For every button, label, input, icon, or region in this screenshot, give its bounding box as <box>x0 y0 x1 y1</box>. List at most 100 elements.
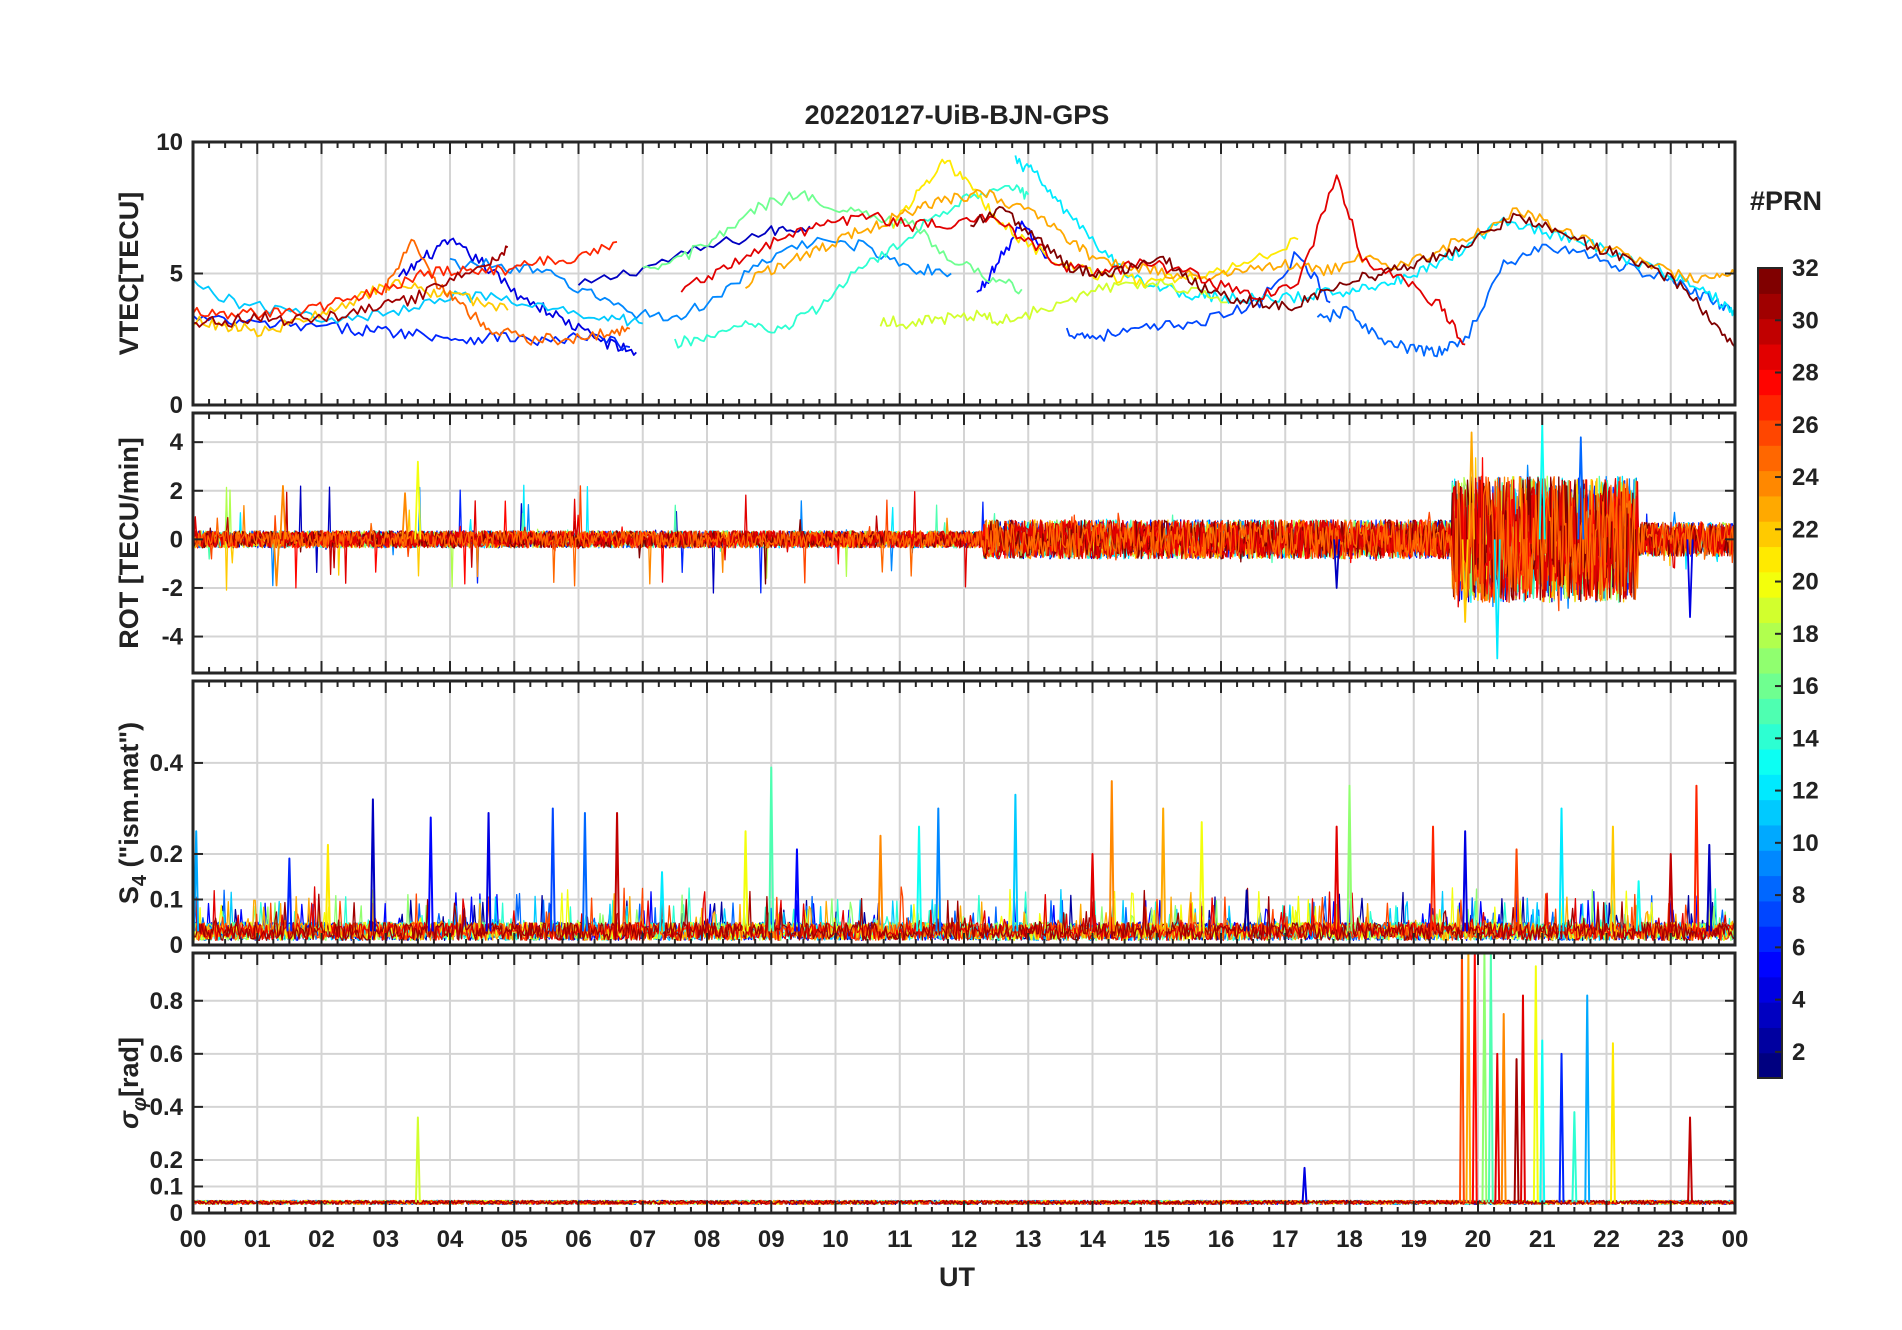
rot-peak <box>273 539 280 587</box>
sigma_phi-peak <box>1609 1042 1616 1203</box>
colorbar-swatch <box>1758 824 1782 851</box>
rot-peak <box>279 484 287 540</box>
y-tick-label: 0 <box>170 932 183 959</box>
colorbar-tick-label: 16 <box>1792 673 1819 700</box>
x-tick-label: 09 <box>758 1226 785 1253</box>
sigma_phi-peak <box>1459 953 1465 1203</box>
x-tick-label: 23 <box>1657 1226 1684 1253</box>
s4-peak <box>1609 825 1616 932</box>
y-tick-label: 0.4 <box>150 750 184 777</box>
x-axis-label: UT <box>939 1262 975 1292</box>
s4-peak <box>1667 852 1674 932</box>
y-axis-label-rest: [rad] <box>114 1037 144 1097</box>
s4-peak <box>485 812 492 932</box>
y-tick-label: 2 <box>170 478 183 505</box>
s4-peak <box>1198 821 1205 932</box>
s4-peak <box>581 812 588 932</box>
colorbar-tick-label: 4 <box>1792 987 1806 1014</box>
colorbar-swatch <box>1758 343 1782 370</box>
y-tick-label: -4 <box>162 624 184 651</box>
s4-peak <box>1333 825 1340 932</box>
panel-s4: 00.10.20.4S4 ("ism.mat") <box>114 679 1737 959</box>
s4-peak <box>193 830 200 932</box>
colorbar-swatch <box>1758 900 1782 927</box>
sigma_phi-peak <box>1558 1052 1565 1203</box>
s4-peak <box>877 834 884 932</box>
s4-peak <box>1635 880 1642 932</box>
sigma_phi-peak <box>1584 994 1591 1203</box>
y-axis-label-main: σ <box>114 1110 144 1129</box>
rot-peak <box>1577 436 1585 540</box>
vtec-series-prn-8 <box>1316 243 1735 358</box>
colorbar-swatch <box>1758 875 1782 902</box>
x-tick-label: 01 <box>244 1226 271 1253</box>
panel-sigma_phi: 00.10.2 0.4 0.6 0.8 σφ[rad] <box>114 951 1737 1227</box>
sigma_phi-peak <box>1513 1058 1520 1203</box>
colorbar-swatch <box>1758 546 1782 573</box>
s4-peak <box>369 798 376 932</box>
x-tick-label: 11 <box>887 1226 912 1253</box>
s4-peak <box>286 857 293 932</box>
rot-peak <box>1686 539 1694 619</box>
colorbar-swatch <box>1758 394 1782 421</box>
y-tick-label: 0 <box>170 526 183 553</box>
colorbar-tick-label: 12 <box>1792 778 1819 805</box>
y-tick-label: 0.8 <box>150 988 183 1015</box>
colorbar-tick-label: 18 <box>1792 621 1819 648</box>
sigma_phi-peak <box>1481 953 1488 1203</box>
sigma_phi-peak <box>1471 953 1478 1203</box>
x-tick-label: 18 <box>1336 1226 1363 1253</box>
colorbar-tick-label: 8 <box>1792 882 1805 909</box>
rot-peak <box>1538 424 1546 540</box>
s4-peak <box>1346 784 1353 932</box>
y-tick-label: 10 <box>156 129 183 156</box>
sigma_phi-peak <box>1500 1013 1507 1203</box>
sigma_phi-peak <box>1487 953 1494 1203</box>
colorbar-tick-label: 28 <box>1792 360 1819 387</box>
vtec-series-prn-19 <box>879 278 1228 330</box>
x-tick-label: 20 <box>1465 1226 1492 1253</box>
vtec-series-prn-31 <box>193 245 509 328</box>
vtec-series-prn-11 <box>193 278 644 327</box>
x-tick-label: 10 <box>822 1226 849 1253</box>
colorbar-swatch <box>1758 470 1782 497</box>
vtec-series-prn-4 <box>397 237 637 356</box>
panel-x-ticks <box>192 142 1736 405</box>
y-axis-label: S4 ("ism.mat") <box>114 722 151 904</box>
colorbar-swatch <box>1758 1052 1782 1079</box>
vtec-series-prn-32 <box>970 205 1735 348</box>
x-tick-label: 03 <box>372 1226 399 1253</box>
rot-peak <box>1493 539 1501 660</box>
panel-vtec: 0 5 10 VTEC[TECU] <box>114 129 1737 419</box>
y-tick-label: 0.2 <box>150 841 183 868</box>
x-tick-label: 07 <box>629 1226 656 1253</box>
colorbar-swatch <box>1758 698 1782 725</box>
panel-x-ticks <box>192 413 1736 673</box>
x-tick-label: 15 <box>1143 1226 1170 1253</box>
colorbar-swatch <box>1758 268 1782 294</box>
rot-peak <box>401 492 409 540</box>
sigma_phi-peak <box>1494 1052 1501 1203</box>
y-tick-label: 0.2 <box>150 1147 183 1174</box>
x-tick-label: 17 <box>1272 1226 1299 1253</box>
s4-peak <box>427 816 434 932</box>
sigma_phi-peak <box>1532 965 1539 1203</box>
s4-peak <box>1243 889 1250 932</box>
colorbar-swatch <box>1758 521 1782 548</box>
colorbar-swatch <box>1758 850 1782 877</box>
colorbar-frame <box>1757 267 1783 1079</box>
colorbar-tick-label: 24 <box>1792 464 1819 491</box>
s4-peak <box>1706 843 1713 932</box>
colorbar-swatch <box>1758 597 1782 623</box>
y-tick-label: 0.6 <box>150 1041 183 1068</box>
chart-title: 20220127-UiB-BJN-GPS <box>805 100 1110 130</box>
panel-data <box>193 766 1735 942</box>
y-axis-label: ROT [TECU/min] <box>114 437 144 648</box>
panel-data <box>193 155 1735 358</box>
rot-series-prn-25 <box>193 476 1735 604</box>
s4-peak <box>614 812 620 932</box>
